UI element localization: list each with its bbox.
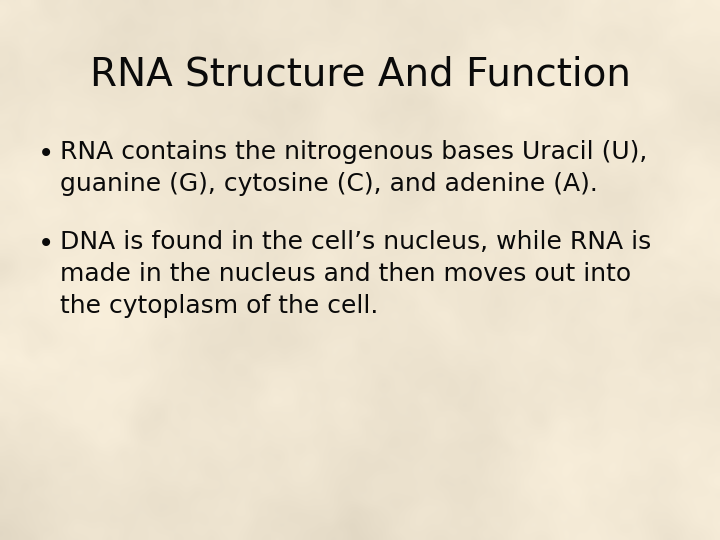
Text: guanine (G), cytosine (C), and adenine (A).: guanine (G), cytosine (C), and adenine (…: [60, 172, 598, 196]
Text: •: •: [38, 140, 54, 168]
Text: •: •: [38, 230, 54, 258]
Text: RNA contains the nitrogenous bases Uracil (U),: RNA contains the nitrogenous bases Uraci…: [60, 140, 647, 164]
Text: made in the nucleus and then moves out into: made in the nucleus and then moves out i…: [60, 262, 631, 286]
Text: DNA is found in the cell’s nucleus, while RNA is: DNA is found in the cell’s nucleus, whil…: [60, 230, 652, 254]
Text: the cytoplasm of the cell.: the cytoplasm of the cell.: [60, 294, 379, 318]
Text: RNA Structure And Function: RNA Structure And Function: [89, 55, 631, 93]
